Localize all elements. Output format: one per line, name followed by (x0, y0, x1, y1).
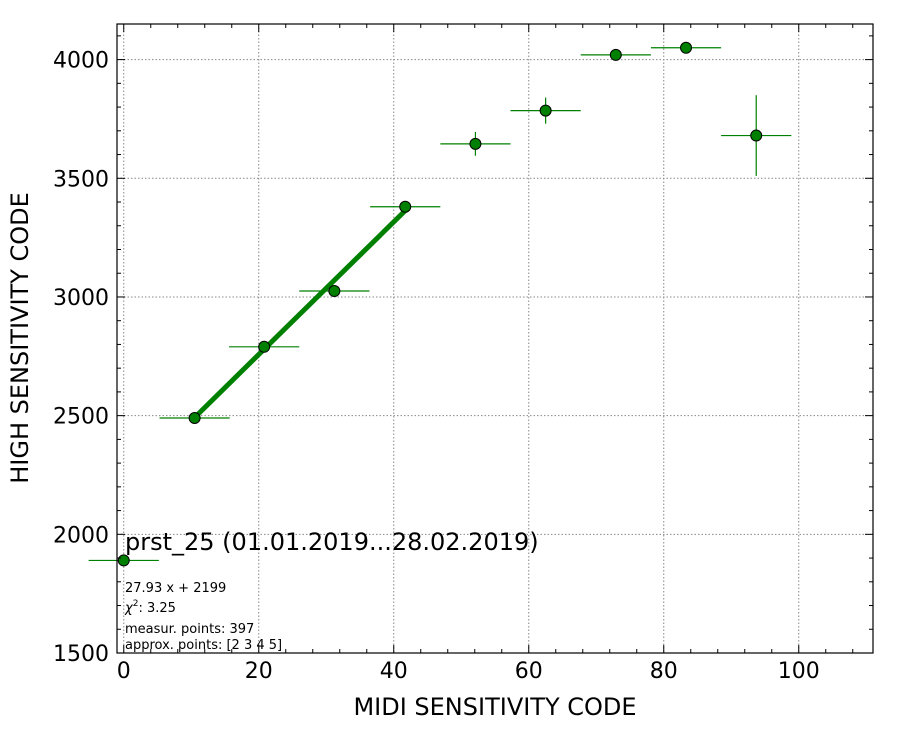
data-points (117, 41, 763, 567)
y-tick-label: 2500 (53, 405, 109, 430)
x-tick-label: 60 (515, 659, 543, 684)
y-axis-label: HIGH SENSITIVITY CODE (6, 192, 34, 484)
data-point (188, 412, 201, 425)
grid (117, 24, 873, 654)
x-tick-label: 80 (650, 659, 678, 684)
chi-symbol: χ (124, 601, 134, 616)
fit-layer (192, 208, 407, 420)
y-tick-label: 3000 (53, 286, 109, 311)
x-tick-label: 40 (380, 659, 408, 684)
fit-line (192, 208, 407, 420)
y-tick-label: 1500 (53, 642, 109, 667)
data-point (399, 200, 412, 213)
error-bars (88, 44, 792, 562)
x-tick-label: 0 (117, 659, 131, 684)
x-tick-label: 20 (245, 659, 273, 684)
x-tick-label: 100 (778, 659, 820, 684)
chi-square: χ2: 3.25 (124, 599, 176, 616)
measured-points: measur. points: 397 (125, 622, 254, 637)
data-point (258, 340, 271, 353)
ticks: 0 20 40 60 80 100 1500 2000 2500 3000 3500 4000 (53, 24, 873, 684)
y-tick-label: 3500 (53, 167, 109, 192)
data-point (539, 104, 552, 117)
data-point (680, 41, 693, 54)
data-point (117, 554, 130, 567)
data-point (469, 137, 482, 150)
x-axis-label: MIDI SENSITIVITY CODE (353, 693, 636, 721)
plot-frame (116, 23, 874, 654)
chart-title: prst_25 (01.01.2019...28.02.2019) (125, 528, 539, 556)
data-point (750, 129, 763, 142)
approx-points: approx. points: [2 3 4 5] (125, 638, 282, 653)
chi-superscript: 2 (133, 599, 139, 609)
fit-equation: 27.93 x + 2199 (125, 581, 226, 596)
y-tick-label: 2000 (53, 523, 109, 548)
y-tick-label: 4000 (53, 49, 109, 74)
chi-value: : 3.25 (138, 601, 175, 616)
data-point (609, 48, 622, 61)
data-point (328, 285, 341, 298)
axes (116, 23, 874, 654)
